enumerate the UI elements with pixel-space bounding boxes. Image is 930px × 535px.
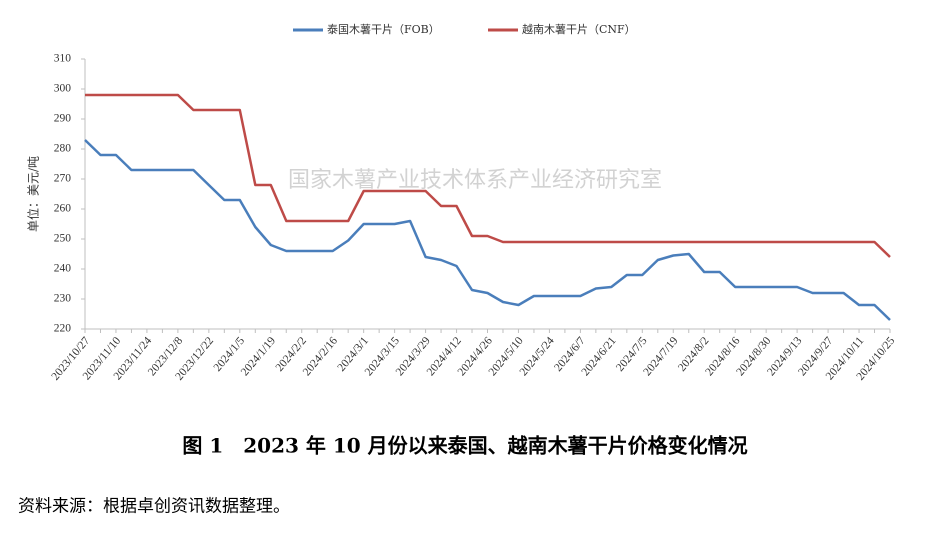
y-tick-label: 300 bbox=[54, 83, 72, 95]
legend-label: 泰国木薯干片（FOB） bbox=[327, 22, 440, 36]
series-line bbox=[84, 139, 891, 321]
watermark: 国家木薯产业技术体系产业经济研究室 bbox=[288, 168, 662, 193]
y-tick-label: 290 bbox=[54, 113, 72, 125]
y-tick-label: 240 bbox=[54, 263, 72, 275]
y-tick-label: 220 bbox=[54, 323, 72, 335]
source: 资料来源：根据卓创资讯数据整理。 bbox=[18, 497, 290, 517]
series-line bbox=[85, 93, 891, 258]
y-tick-label: 230 bbox=[54, 293, 72, 305]
legend-label: 越南木薯干片（CNF） bbox=[522, 22, 636, 36]
y-tick-label: 310 bbox=[54, 53, 72, 65]
y-tick-label: 280 bbox=[54, 143, 72, 155]
y-axis-title: 单位：美元/吨 bbox=[26, 156, 41, 232]
y-tick-label: 260 bbox=[54, 203, 72, 215]
y-tick-label: 250 bbox=[54, 233, 72, 245]
y-tick-label: 270 bbox=[54, 173, 72, 185]
caption: 图 1 2023 年 10 月份以来泰国、越南木薯干片价格变化情况 bbox=[182, 434, 747, 458]
